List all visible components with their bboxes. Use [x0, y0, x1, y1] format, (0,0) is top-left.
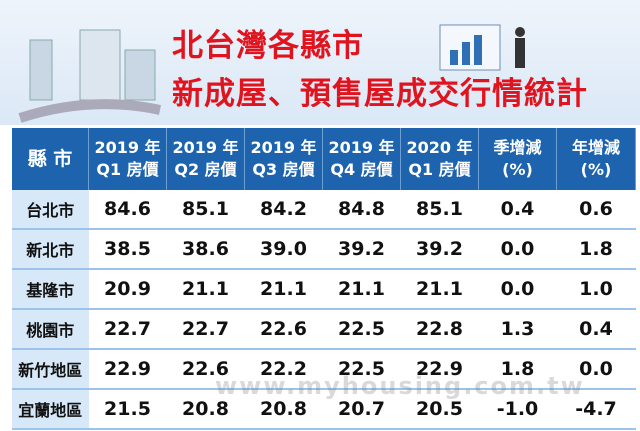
value-cell: 21.1	[322, 269, 401, 310]
column-header: 縣 市	[12, 128, 89, 190]
value-cell: 21.1	[400, 269, 479, 310]
column-header: 2019 年 Q1 房價	[88, 128, 167, 190]
value-cell: 0.4	[478, 190, 557, 230]
value-cell: 0.6	[556, 190, 636, 230]
table-row: 基隆市 20.9 21.1 21.1 21.1 21.1 0.0 1.0	[12, 269, 636, 310]
header-line: Q3 房價	[252, 160, 315, 179]
table-row: 桃園市 22.7 22.7 22.6 22.5 22.8 1.3 0.4	[12, 309, 636, 350]
table-row: 新北市 38.5 38.6 39.0 39.2 39.2 0.0 1.8	[12, 229, 636, 270]
value-cell: 20.9	[88, 269, 167, 310]
value-cell: 1.3	[478, 309, 557, 350]
value-cell: -4.7	[556, 389, 636, 430]
region-cell: 新北市	[12, 229, 89, 270]
value-cell: 0.0	[478, 269, 557, 310]
value-cell: 21.1	[166, 269, 245, 310]
value-cell: 20.5	[400, 389, 479, 430]
table-row: 新竹地區 22.9 22.6 22.2 22.5 22.9 1.8 0.0	[12, 349, 636, 390]
title-line: 新成屋、預售屋成交行情統計	[172, 76, 588, 112]
header-line: (%)	[502, 160, 533, 179]
value-cell: 22.5	[322, 349, 401, 390]
header-line: 年增減	[571, 138, 620, 157]
header-line: 季增減	[493, 138, 542, 157]
header-line: 2019 年	[172, 138, 239, 157]
value-cell: 1.0	[556, 269, 636, 310]
value-cell: 22.9	[88, 349, 167, 390]
value-cell: 0.0	[556, 349, 636, 390]
table-row: 台北市 84.6 85.1 84.2 84.8 85.1 0.4 0.6	[12, 190, 636, 230]
region-cell: 桃園市	[12, 309, 89, 350]
value-cell: 21.1	[244, 269, 323, 310]
value-cell: -1.0	[478, 389, 557, 430]
header-line: Q1 房價	[408, 160, 471, 179]
header-line: 縣 市	[27, 148, 73, 170]
header-line: Q4 房價	[330, 160, 393, 179]
value-cell: 1.8	[478, 349, 557, 390]
value-cell: 22.6	[244, 309, 323, 350]
banner: 北台灣各縣市新成屋、預售屋成交行情統計	[0, 0, 640, 125]
title: 北台灣各縣市新成屋、預售屋成交行情統計	[172, 22, 588, 118]
value-cell: 22.7	[88, 309, 167, 350]
value-cell: 22.6	[166, 349, 245, 390]
column-header: 2020 年 Q1 房價	[400, 128, 479, 190]
value-cell: 39.2	[400, 229, 479, 270]
column-header: 2019 年 Q3 房價	[244, 128, 323, 190]
value-cell: 22.8	[400, 309, 479, 350]
value-cell: 84.6	[88, 190, 167, 230]
value-cell: 20.7	[322, 389, 401, 430]
value-cell: 85.1	[166, 190, 245, 230]
value-cell: 0.0	[478, 229, 557, 270]
region-cell: 新竹地區	[12, 349, 89, 390]
header-line: 2019 年	[328, 138, 395, 157]
watermark: www.myhousing.com.tw	[215, 372, 585, 400]
header-line: 2020 年	[406, 138, 473, 157]
value-cell: 0.4	[556, 309, 636, 350]
region-cell: 宜蘭地區	[12, 389, 89, 430]
value-cell: 39.2	[322, 229, 401, 270]
value-cell: 22.9	[400, 349, 479, 390]
value-cell: 39.0	[244, 229, 323, 270]
header-line: Q1 房價	[96, 160, 159, 179]
header-line: Q2 房價	[174, 160, 237, 179]
column-header: 季增減 (%)	[478, 128, 557, 190]
illustration	[18, 24, 525, 123]
value-cell: 84.8	[322, 190, 401, 230]
value-cell: 38.6	[166, 229, 245, 270]
value-cell: 84.2	[244, 190, 323, 230]
title-line: 北台灣各縣市	[172, 28, 364, 64]
value-cell: 20.8	[244, 389, 323, 430]
value-cell: 85.1	[400, 190, 479, 230]
header-line: 2019 年	[250, 138, 317, 157]
value-cell: 22.2	[244, 349, 323, 390]
value-cell: 20.8	[166, 389, 245, 430]
region-cell: 台北市	[12, 190, 89, 230]
column-header: 2019 年 Q4 房價	[322, 128, 401, 190]
price-table: 縣 市 2019 年 Q1 房價 2019 年 Q2 房價 2019 年 Q3 房價 2019…	[12, 128, 636, 430]
value-cell: 22.7	[166, 309, 245, 350]
column-header: 2019 年 Q2 房價	[166, 128, 245, 190]
value-cell: 38.5	[88, 229, 167, 270]
table-row: 宜蘭地區 21.5 20.8 20.8 20.7 20.5 -1.0 -4.7	[12, 389, 636, 430]
header-line: (%)	[580, 160, 612, 179]
region-cell: 基隆市	[12, 269, 89, 310]
value-cell: 21.5	[88, 389, 167, 430]
value-cell: 1.8	[556, 229, 636, 270]
value-cell: 22.5	[322, 309, 401, 350]
header-line: 2019 年	[94, 138, 161, 157]
column-header: 年增減 (%)	[556, 128, 636, 190]
